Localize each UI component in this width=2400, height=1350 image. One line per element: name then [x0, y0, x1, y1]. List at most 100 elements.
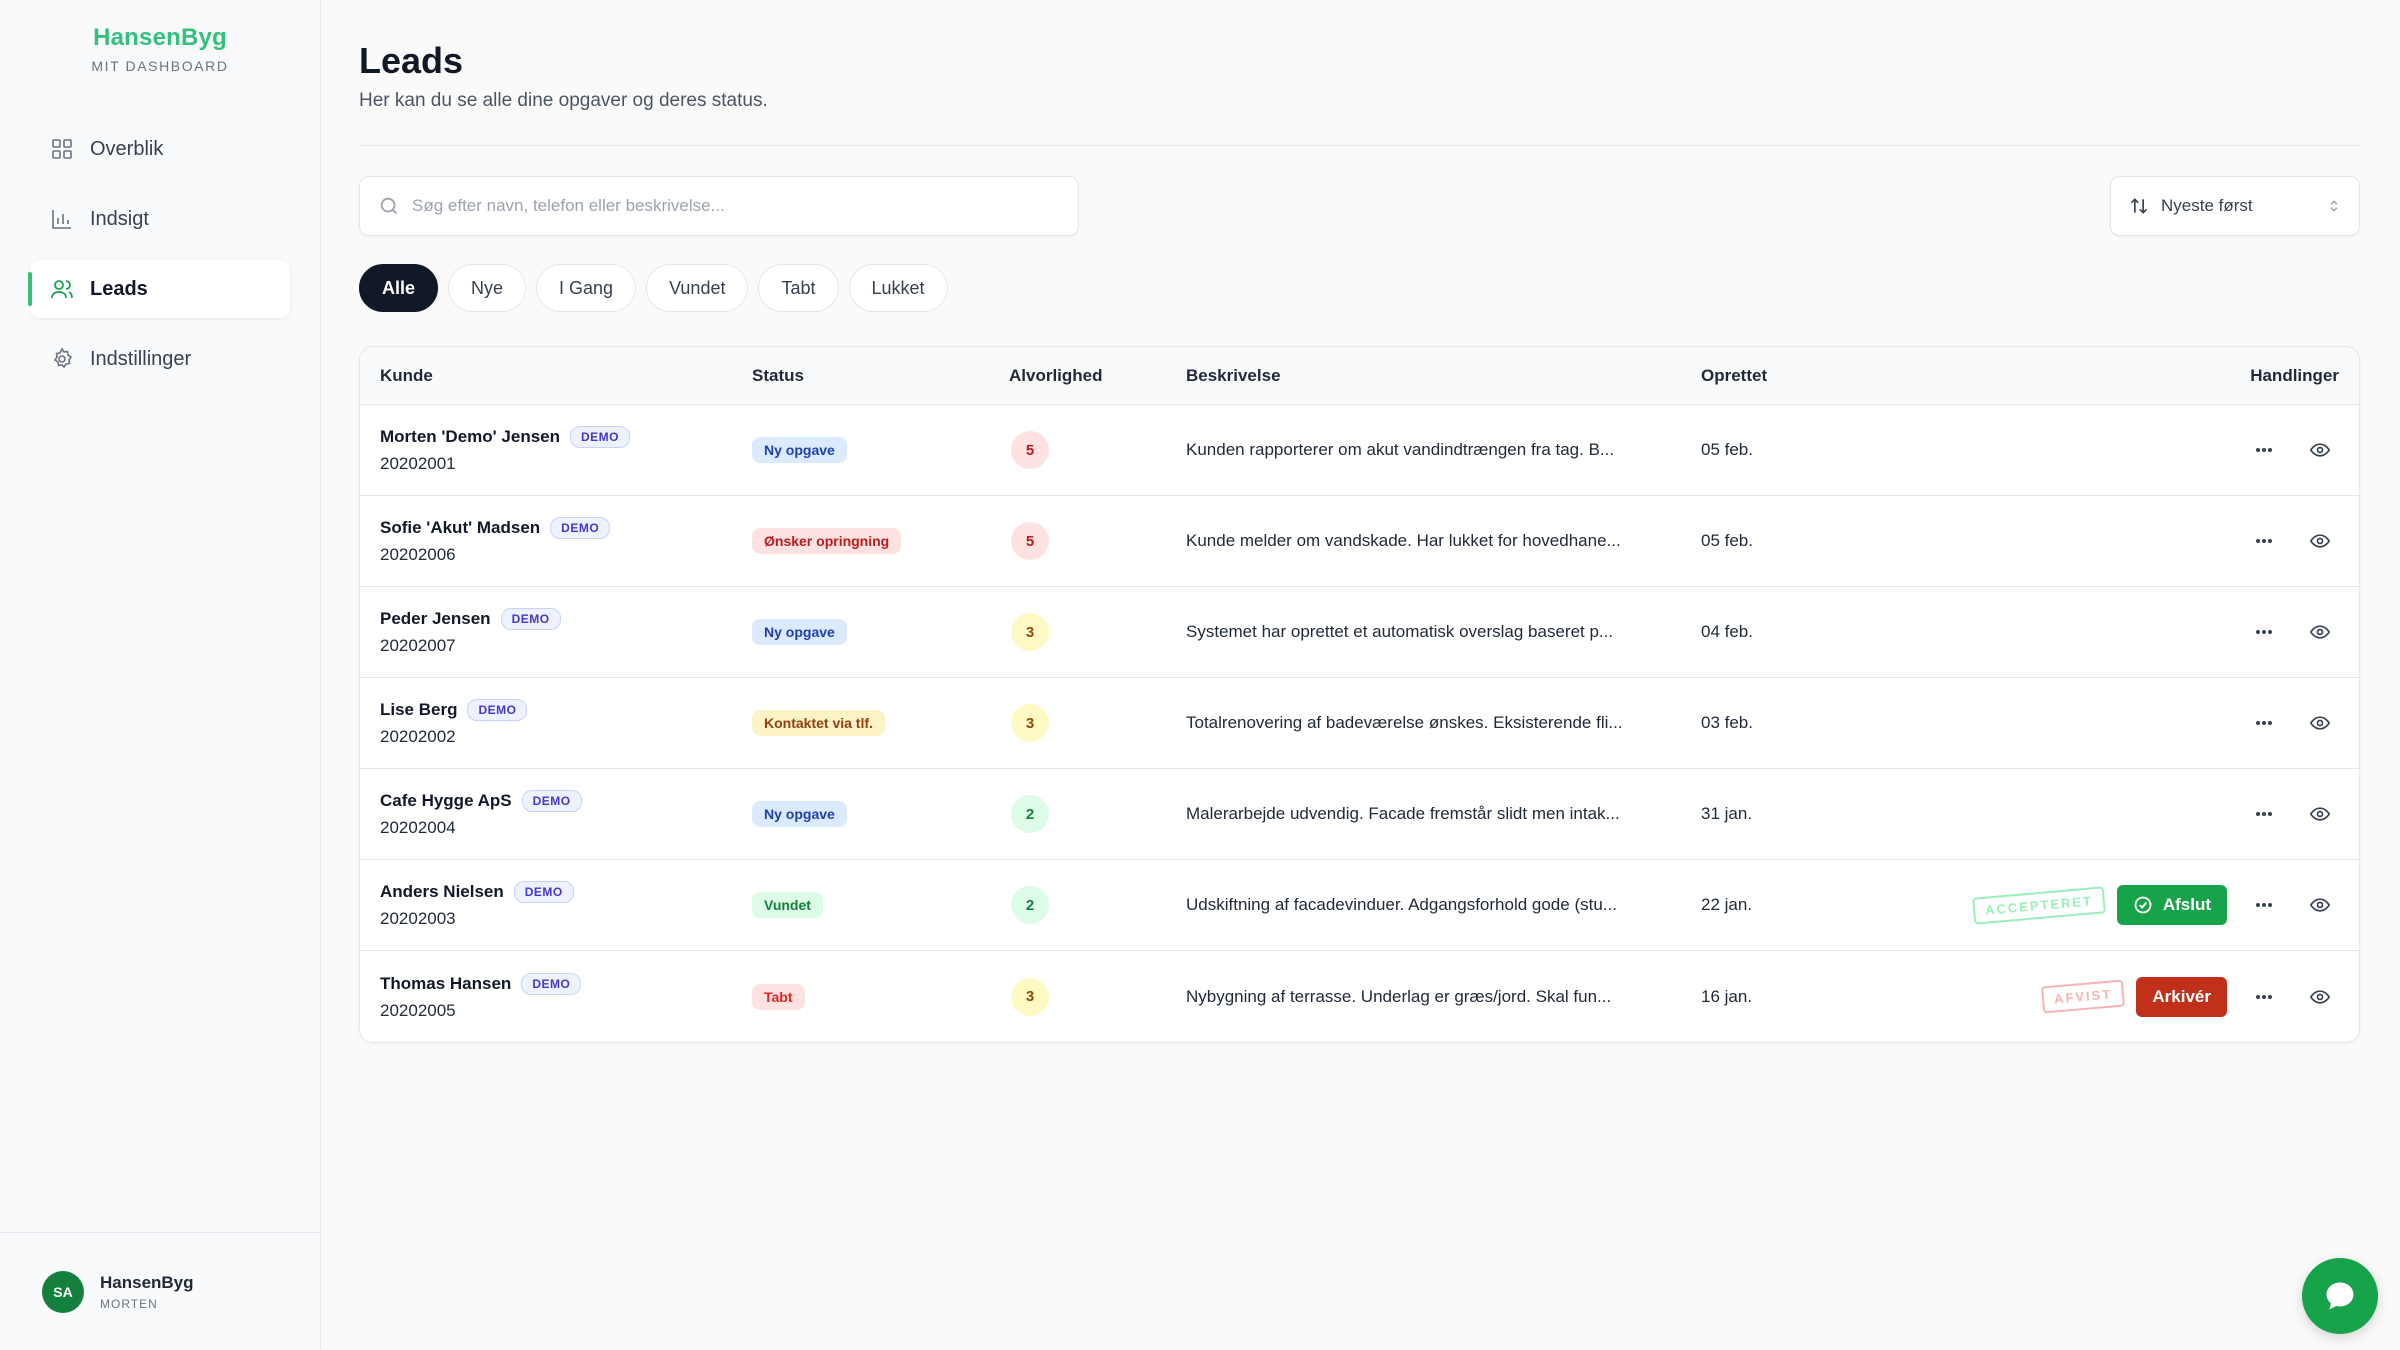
- customer-cell: Sofie 'Akut' Madsen DEMO 20202006: [360, 517, 752, 565]
- actions-cell: [1941, 522, 2359, 560]
- eye-icon[interactable]: [2301, 431, 2339, 469]
- user-role: MORTEN: [100, 1296, 158, 1311]
- main-content: Leads Her kan du se alle dine opgaver og…: [321, 0, 2400, 1350]
- demo-badge: DEMO: [500, 608, 561, 630]
- filter-i-gang[interactable]: I Gang: [536, 264, 637, 312]
- more-icon[interactable]: [2245, 795, 2283, 833]
- created-date: 22 jan.: [1701, 895, 1753, 914]
- chat-button[interactable]: [2302, 1258, 2378, 1334]
- customer-id: 20202007: [380, 636, 456, 655]
- customer-line: Anders Nielsen DEMO: [380, 881, 752, 903]
- description: Systemet har oprettet et automatisk over…: [1186, 622, 1614, 641]
- actions-cell: [1941, 431, 2359, 469]
- brand-subtitle: MIT DASHBOARD: [91, 58, 229, 74]
- more-icon[interactable]: [2245, 613, 2283, 651]
- status-badge: Ny opgave: [752, 437, 847, 463]
- customer-name: Peder Jensen: [380, 609, 491, 628]
- customer-name: Anders Nielsen: [380, 882, 504, 901]
- afslut-button[interactable]: Afslut: [2116, 885, 2227, 925]
- customer-id: 20202004: [380, 818, 456, 837]
- customer-cell: Anders Nielsen DEMO 20202003: [360, 881, 752, 929]
- sort-arrows-icon: [2129, 196, 2149, 216]
- customer-id: 20202002: [380, 727, 456, 746]
- severity-cell: 5: [1009, 431, 1186, 469]
- sidebar-item-leads[interactable]: Leads: [28, 260, 290, 318]
- toolbar: Nyeste først: [359, 176, 2360, 236]
- customer-name: Sofie 'Akut' Madsen: [380, 518, 541, 537]
- filter-vundet[interactable]: Vundet: [646, 264, 749, 312]
- severity-badge: 2: [1011, 886, 1049, 924]
- status-badge: Vundet: [752, 892, 823, 918]
- col-status[interactable]: Status: [752, 365, 804, 385]
- more-icon[interactable]: [2245, 886, 2283, 924]
- eye-icon[interactable]: [2301, 795, 2339, 833]
- table-row[interactable]: Anders Nielsen DEMO 20202003 Vundet 2 Ud…: [360, 860, 2359, 951]
- sidebar-item-label: Leads: [90, 277, 148, 300]
- table-row[interactable]: Sofie 'Akut' Madsen DEMO 20202006 Ønsker…: [360, 496, 2359, 587]
- brand: HansenByg MIT DASHBOARD: [0, 0, 320, 74]
- sidebar-item-indstillinger[interactable]: Indstillinger: [30, 330, 290, 388]
- col-beskrivelse[interactable]: Beskrivelse: [1186, 365, 1281, 385]
- sidebar-item-overblik[interactable]: Overblik: [30, 120, 290, 178]
- more-icon[interactable]: [2245, 522, 2283, 560]
- search-box[interactable]: [359, 176, 1079, 236]
- eye-icon[interactable]: [2301, 704, 2339, 742]
- col-oprettet[interactable]: Oprettet: [1701, 365, 1768, 385]
- filter-tabt[interactable]: Tabt: [758, 264, 839, 312]
- bar-chart-icon: [50, 207, 74, 231]
- filter-lukket[interactable]: Lukket: [848, 264, 948, 312]
- eye-icon[interactable]: [2301, 978, 2339, 1016]
- col-kunde[interactable]: Kunde: [380, 365, 433, 385]
- sort-select[interactable]: Nyeste først: [2110, 176, 2360, 236]
- severity-badge: 5: [1011, 522, 1049, 560]
- created-cell: 31 jan.: [1701, 804, 1941, 824]
- customer-line: Thomas Hansen DEMO: [380, 972, 752, 995]
- created-cell: 05 feb.: [1701, 531, 1941, 551]
- sidebar-item-indsigt[interactable]: Indsigt: [30, 190, 290, 248]
- chevron-updown-icon: [2327, 199, 2341, 213]
- actions-cell: AFVIST Arkivér: [1941, 976, 2359, 1017]
- description-cell: Nybygning af terrasse. Underlag er græs/…: [1186, 987, 1701, 1007]
- table-row[interactable]: Thomas Hansen DEMO 20202005 Tabt 3 Nybyg…: [360, 951, 2359, 1042]
- description: Nybygning af terrasse. Underlag er græs/…: [1186, 986, 1612, 1006]
- sidebar-item-label: Indsigt: [90, 207, 149, 230]
- table-row[interactable]: Morten 'Demo' Jensen DEMO 20202001 Ny op…: [360, 405, 2359, 496]
- filter-nye[interactable]: Nye: [448, 264, 527, 312]
- severity-cell: 3: [1009, 613, 1186, 651]
- demo-badge: DEMO: [467, 699, 528, 721]
- status-badge: Ønsker opringning: [752, 528, 902, 554]
- more-icon[interactable]: [2245, 704, 2283, 742]
- brand-name: HansenByg: [93, 24, 227, 51]
- search-icon: [378, 195, 400, 217]
- description-cell: Systemet har oprettet et automatisk over…: [1186, 622, 1701, 642]
- table-row[interactable]: Cafe Hygge ApS DEMO 20202004 Ny opgave 2…: [360, 769, 2359, 860]
- severity-cell: 3: [1009, 704, 1186, 742]
- more-icon[interactable]: [2245, 978, 2283, 1016]
- sidebar-nav: Overblik Indsigt Leads Indstillinger: [0, 120, 320, 388]
- actions-cell: [1941, 613, 2359, 651]
- created-date: 03 feb.: [1701, 713, 1753, 732]
- table-row[interactable]: Lise Berg DEMO 20202002 Kontaktet via tl…: [360, 678, 2359, 769]
- demo-badge: DEMO: [521, 790, 582, 812]
- arkiver-button[interactable]: Arkivér: [2136, 976, 2227, 1017]
- description-cell: Totalrenovering af badeværelse ønskes. E…: [1186, 713, 1701, 733]
- more-icon[interactable]: [2245, 431, 2283, 469]
- grid-icon: [50, 137, 74, 161]
- eye-icon[interactable]: [2301, 522, 2339, 560]
- search-input[interactable]: [412, 196, 1052, 216]
- severity-badge: 3: [1011, 977, 1049, 1016]
- created-cell: 03 feb.: [1701, 713, 1941, 733]
- filter-alle[interactable]: Alle: [359, 264, 439, 312]
- table-row[interactable]: Peder Jensen DEMO 20202007 Ny opgave 3 S…: [360, 587, 2359, 678]
- customer-id: 20202003: [380, 909, 456, 928]
- description: Kunde melder om vandskade. Har lukket fo…: [1186, 531, 1621, 550]
- eye-icon[interactable]: [2301, 886, 2339, 924]
- eye-icon[interactable]: [2301, 613, 2339, 651]
- customer-name: Cafe Hygge ApS: [380, 791, 512, 810]
- user-profile[interactable]: SA HansenByg MORTEN: [0, 1232, 320, 1350]
- avatar: SA: [42, 1270, 84, 1313]
- status-cell: Ny opgave: [752, 437, 1009, 463]
- page-subtitle: Her kan du se alle dine opgaver og deres…: [359, 90, 768, 111]
- col-alvorlighed[interactable]: Alvorlighed: [1009, 365, 1103, 385]
- created-cell: 04 feb.: [1701, 622, 1941, 642]
